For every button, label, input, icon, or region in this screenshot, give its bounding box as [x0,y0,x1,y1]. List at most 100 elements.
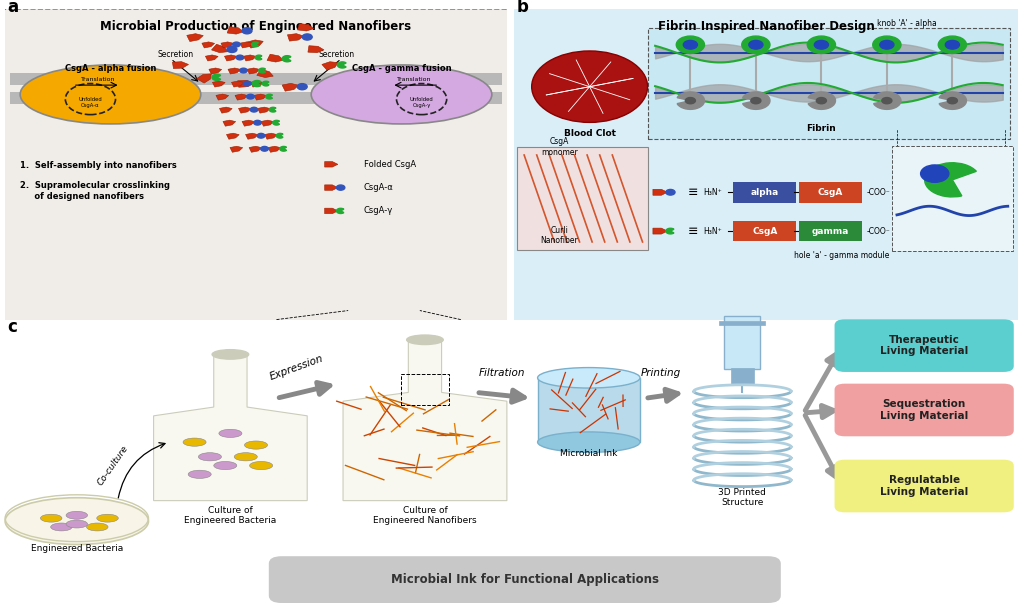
Ellipse shape [214,461,237,470]
Text: Microbial Ink for Functional Applications: Microbial Ink for Functional Application… [391,573,658,586]
Wedge shape [272,121,280,125]
FancyBboxPatch shape [733,221,797,241]
Circle shape [921,165,949,182]
FancyBboxPatch shape [799,221,861,241]
FancyBboxPatch shape [10,74,502,85]
Circle shape [232,42,241,47]
Text: c: c [8,318,17,336]
Text: Secretion: Secretion [158,49,194,58]
Text: Fibrin Inspired Nanofiber Design: Fibrin Inspired Nanofiber Design [657,20,874,33]
Text: Therapeutic
Living Material: Therapeutic Living Material [880,335,969,356]
Polygon shape [258,107,270,113]
Polygon shape [236,94,248,100]
Polygon shape [343,340,507,500]
FancyBboxPatch shape [835,384,1014,437]
Wedge shape [925,163,976,197]
Polygon shape [267,54,284,62]
Text: a: a [7,0,18,16]
Text: H₃N⁺: H₃N⁺ [703,188,722,197]
Wedge shape [808,92,836,109]
Text: Folded CsgA: Folded CsgA [364,160,416,169]
Circle shape [882,98,892,104]
Wedge shape [212,74,221,80]
Text: alpha: alpha [751,188,779,197]
Polygon shape [219,107,232,113]
Polygon shape [221,42,233,48]
Text: Translation: Translation [397,77,431,83]
Polygon shape [288,34,304,41]
Text: Regulatable
Living Material: Regulatable Living Material [880,475,969,497]
Text: Unfolded
CsgA-α: Unfolded CsgA-α [79,97,102,107]
Text: b: b [516,0,528,16]
Text: 3D Printed
Structure: 3D Printed Structure [719,488,766,507]
Polygon shape [216,94,228,100]
Ellipse shape [67,520,88,528]
FancyBboxPatch shape [647,28,1011,139]
Circle shape [261,147,268,151]
Circle shape [302,34,312,40]
Polygon shape [247,40,263,48]
Ellipse shape [538,368,640,388]
Wedge shape [266,94,272,99]
Text: Translation: Translation [81,77,115,83]
FancyBboxPatch shape [0,9,512,321]
Circle shape [749,40,763,49]
Polygon shape [325,162,338,167]
Text: Fibrin: Fibrin [807,124,837,133]
Ellipse shape [250,461,272,470]
Polygon shape [325,185,338,191]
Polygon shape [186,34,204,42]
Polygon shape [268,147,281,153]
Ellipse shape [188,470,211,478]
Text: ≡: ≡ [688,224,698,238]
Polygon shape [238,80,254,87]
Circle shape [337,185,345,190]
Text: Curli
Nanofiber: Curli Nanofiber [541,226,579,245]
Polygon shape [264,133,278,139]
Wedge shape [259,68,265,73]
Text: H₃N⁺: H₃N⁺ [703,227,722,236]
Ellipse shape [183,438,206,446]
Polygon shape [228,68,241,74]
FancyBboxPatch shape [733,182,797,203]
Polygon shape [308,46,324,52]
Circle shape [814,40,828,49]
Ellipse shape [245,441,267,449]
Text: Secretion: Secretion [318,49,354,58]
FancyBboxPatch shape [731,368,754,384]
Circle shape [666,189,675,195]
Ellipse shape [50,523,72,531]
Circle shape [257,133,265,138]
Wedge shape [276,133,283,138]
FancyBboxPatch shape [538,378,640,442]
FancyBboxPatch shape [720,321,766,325]
Text: -COO⁻: -COO⁻ [866,188,891,197]
Circle shape [751,98,761,104]
Ellipse shape [67,511,88,519]
Wedge shape [280,147,287,151]
Text: Engineered Bacteria: Engineered Bacteria [31,545,123,554]
Text: Printing: Printing [640,368,681,379]
Polygon shape [249,147,262,153]
Ellipse shape [538,432,640,452]
Wedge shape [252,81,261,87]
Polygon shape [246,133,258,139]
Text: CsgA: CsgA [752,227,777,236]
Text: CsgA - alpha fusion: CsgA - alpha fusion [65,63,157,72]
Wedge shape [337,62,346,68]
Text: Blood Clot: Blood Clot [563,129,615,137]
Circle shape [243,81,251,86]
Ellipse shape [20,65,201,124]
Ellipse shape [212,350,249,359]
Wedge shape [666,229,674,234]
Polygon shape [242,120,255,126]
FancyBboxPatch shape [835,459,1014,513]
Ellipse shape [97,514,119,522]
Circle shape [250,107,258,112]
Polygon shape [206,55,218,61]
Polygon shape [247,68,260,74]
FancyBboxPatch shape [892,146,1013,251]
FancyBboxPatch shape [725,317,760,369]
Text: Sequestration
Living Material: Sequestration Living Material [880,399,969,421]
Polygon shape [325,208,338,213]
